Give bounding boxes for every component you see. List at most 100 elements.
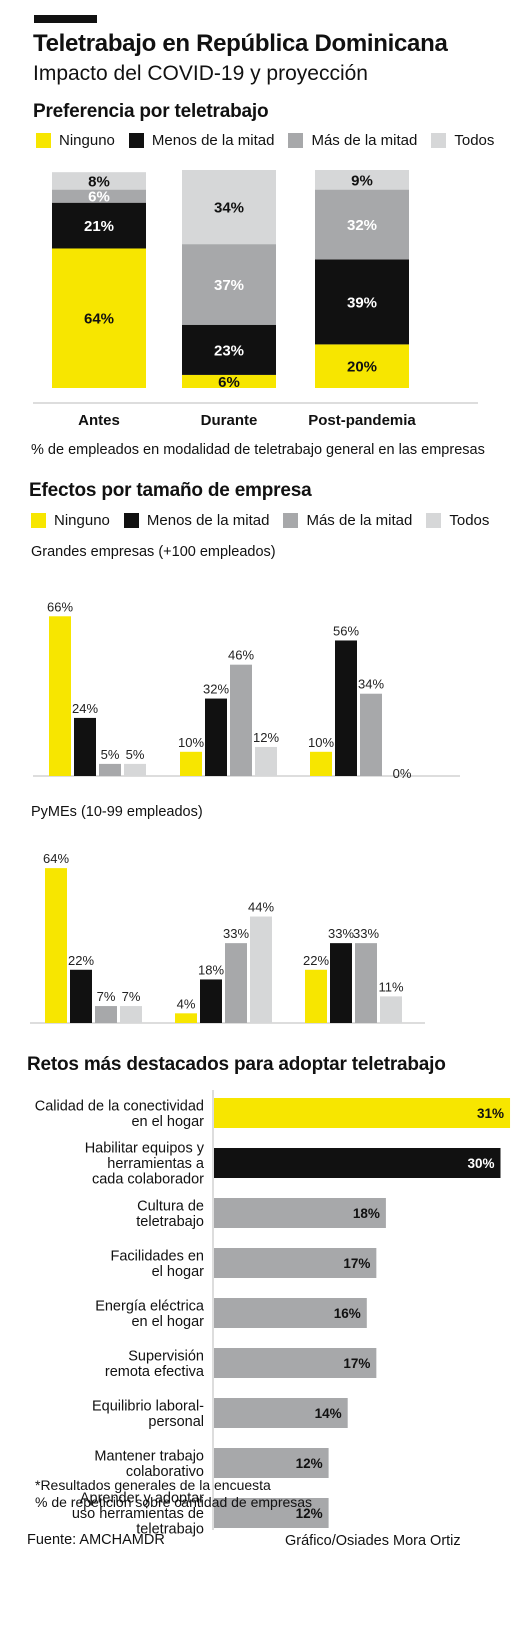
bar-value-label: 20% (347, 359, 377, 376)
bar-value-label: 24% (72, 701, 98, 716)
category-label-line: Supervisión (128, 1348, 204, 1364)
bar-segment-post-pandemia-todos (315, 170, 409, 190)
bar-value-label: 34% (214, 200, 244, 217)
category-label: Energía eléctrica en el hogar (95, 1298, 205, 1330)
bar-habilitar-equipos-y-herramientas-a-cada-colaborador (214, 1148, 501, 1178)
bar-value-label: 32% (347, 217, 377, 234)
category-label-line: en el hogar (131, 1314, 204, 1330)
bar-value-label: 64% (84, 311, 114, 328)
bar-post-pandemia-menos-de-la-mitad (335, 640, 357, 776)
bar-durante-mas-de-la-mitad (230, 664, 252, 776)
bar-segment-post-pandemia-mas-de-la-mitad (315, 189, 409, 260)
bar-value-label: 46% (228, 648, 254, 663)
bar-segment-durante-menos-de-la-mitad (182, 324, 276, 375)
category-label-line: colaborativo (126, 1464, 204, 1480)
legend-item-menos-de-la-mitad: Menos de la mitad (123, 512, 269, 529)
bar-post-pandemia-todos (380, 996, 402, 1023)
bar-segment-durante-ninguno (182, 374, 276, 388)
bar-value-label: 12% (296, 1506, 323, 1521)
legend-item-ninguno: Ninguno (31, 512, 110, 529)
bar-value-label: 6% (218, 374, 240, 391)
section1-heading: Preferencia por teletrabajo (33, 101, 269, 122)
legend-swatch (288, 133, 304, 148)
bar-antes-ninguno (45, 868, 67, 1023)
category-label-line: Calidad de la conectividad (35, 1098, 204, 1114)
legend-label: Ninguno (59, 132, 115, 149)
top-accent-bar (34, 15, 97, 23)
bar-value-label: 10% (308, 735, 334, 750)
bar-value-label: 21% (84, 218, 114, 235)
bar-segment-antes-ninguno (52, 248, 146, 388)
bar-chart-pymes: 64%22%7% 7% 4%18%33%44%22%33%33%11% (30, 851, 425, 1024)
legend-swatch (36, 133, 51, 148)
category-label-line: Mantener trabajo (94, 1448, 204, 1464)
bar-value-label: 0% (393, 766, 412, 781)
bar-post-pandemia-menos-de-la-mitad (330, 943, 352, 1023)
page-subtitle: Impacto del COVID-19 y proyección (33, 62, 368, 85)
category-label-antes: Antes (78, 412, 120, 429)
legend-swatch (431, 133, 447, 148)
bar-value-label: 39% (347, 294, 377, 311)
bar-value-label: 4% (177, 996, 196, 1011)
bar-segment-antes-todos (52, 172, 146, 190)
bar-segment-post-pandemia-ninguno (315, 344, 409, 388)
category-label-line: Energía eléctrica (95, 1298, 205, 1314)
legend-item-mas-de-la-mitad: Más de la mitad (288, 132, 417, 149)
category-label-post-pandemia: Post-pandemia (308, 412, 416, 429)
chart1-note: % de empleados en modalidad de teletraba… (31, 442, 485, 458)
footnote-1: *Resultados generales de la encuesta (35, 1477, 271, 1493)
horizontal-bar-chart-retos: 31%Calidad de la conectividad en el hogar… (35, 1090, 511, 1538)
bar-value-label: 44% (248, 900, 274, 915)
bar-durante-ninguno (180, 751, 202, 776)
bar-value-label: 5% (101, 747, 120, 762)
credit: Gráfico/Osiades Mora Ortiz (285, 1533, 461, 1549)
bar-value-label: 11% (378, 979, 403, 994)
stacked-bar-chart-preferencia: 64%21%6%8%Antes6%23%37%34%Durante20%39%3… (33, 170, 478, 429)
bar-post-pandemia-ninguno (310, 751, 332, 776)
legend-item-todos: Todos (431, 132, 494, 149)
bar-value-label: 33% (353, 926, 379, 941)
bar-value-label: 7% (122, 989, 141, 1004)
footnote-2: % de repetición sobre cantidad de empres… (35, 1494, 313, 1510)
bar-segment-post-pandemia-menos-de-la-mitad (315, 259, 409, 345)
bar-value-label: 37% (214, 277, 244, 294)
legend-item-menos-de-la-mitad: Menos de la mitad (128, 132, 274, 149)
bar-antes-mas-de-la-mitad (99, 763, 121, 776)
legend-item-todos: Todos (426, 512, 489, 529)
section2-heading: Efectos por tamaño de empresa (29, 480, 312, 501)
bar-value-label: 10% (178, 735, 204, 750)
category-label-line: Facilidades en (111, 1248, 205, 1264)
category-label-line: Habilitar equipos y (85, 1141, 205, 1157)
bar-antes-mas-de-la-mitad (95, 1006, 117, 1023)
category-label: Equilibrio laboral-personal (92, 1398, 204, 1430)
category-label: Habilitar equipos y herramientas a cada co… (85, 1141, 205, 1188)
bar-value-label: 33% (328, 926, 354, 941)
bar-value-label: 33% (223, 926, 249, 941)
bar-aprender-y-adoptar-uso-herramientas-de-teletrabajo (214, 1498, 329, 1528)
bar-durante-mas-de-la-mitad (225, 943, 247, 1023)
bar-durante-todos (250, 916, 272, 1023)
bar-antes-ninguno (49, 616, 71, 776)
bar-value-label: 30% (467, 1156, 494, 1171)
pymes-subtitle: PyMEs (10-99 empleados) (31, 804, 203, 820)
category-label-line: Equilibrio laboral- (92, 1398, 204, 1414)
bar-value-label: 12% (296, 1456, 323, 1471)
bar-supervision-remota-efectiva (214, 1348, 377, 1378)
bar-value-label: 18% (198, 962, 224, 977)
legend-item-mas-de-la-mitad: Más de la mitad (283, 512, 412, 529)
legend-swatch (283, 513, 299, 528)
category-label-line: teletrabajo (136, 1214, 204, 1230)
bar-value-label: 17% (343, 1356, 370, 1371)
legend-label: Más de la mitad (311, 132, 418, 149)
category-label-line: uso herramientas de (72, 1506, 204, 1522)
legend-item-ninguno: Ninguno (36, 132, 115, 149)
bar-cultura-de-teletrabajo (214, 1198, 386, 1228)
bar-segment-antes-menos-de-la-mitad (52, 202, 146, 249)
bar-value-label: 16% (334, 1306, 361, 1321)
page-title: Teletrabajo en República Dominicana (33, 30, 448, 57)
legend-label: Todos (449, 512, 490, 529)
bar-durante-menos-de-la-mitad (205, 698, 227, 776)
bar-durante-menos-de-la-mitad (200, 979, 222, 1023)
bar-antes-todos (124, 763, 146, 776)
bar-value-label: 17% (343, 1256, 370, 1271)
